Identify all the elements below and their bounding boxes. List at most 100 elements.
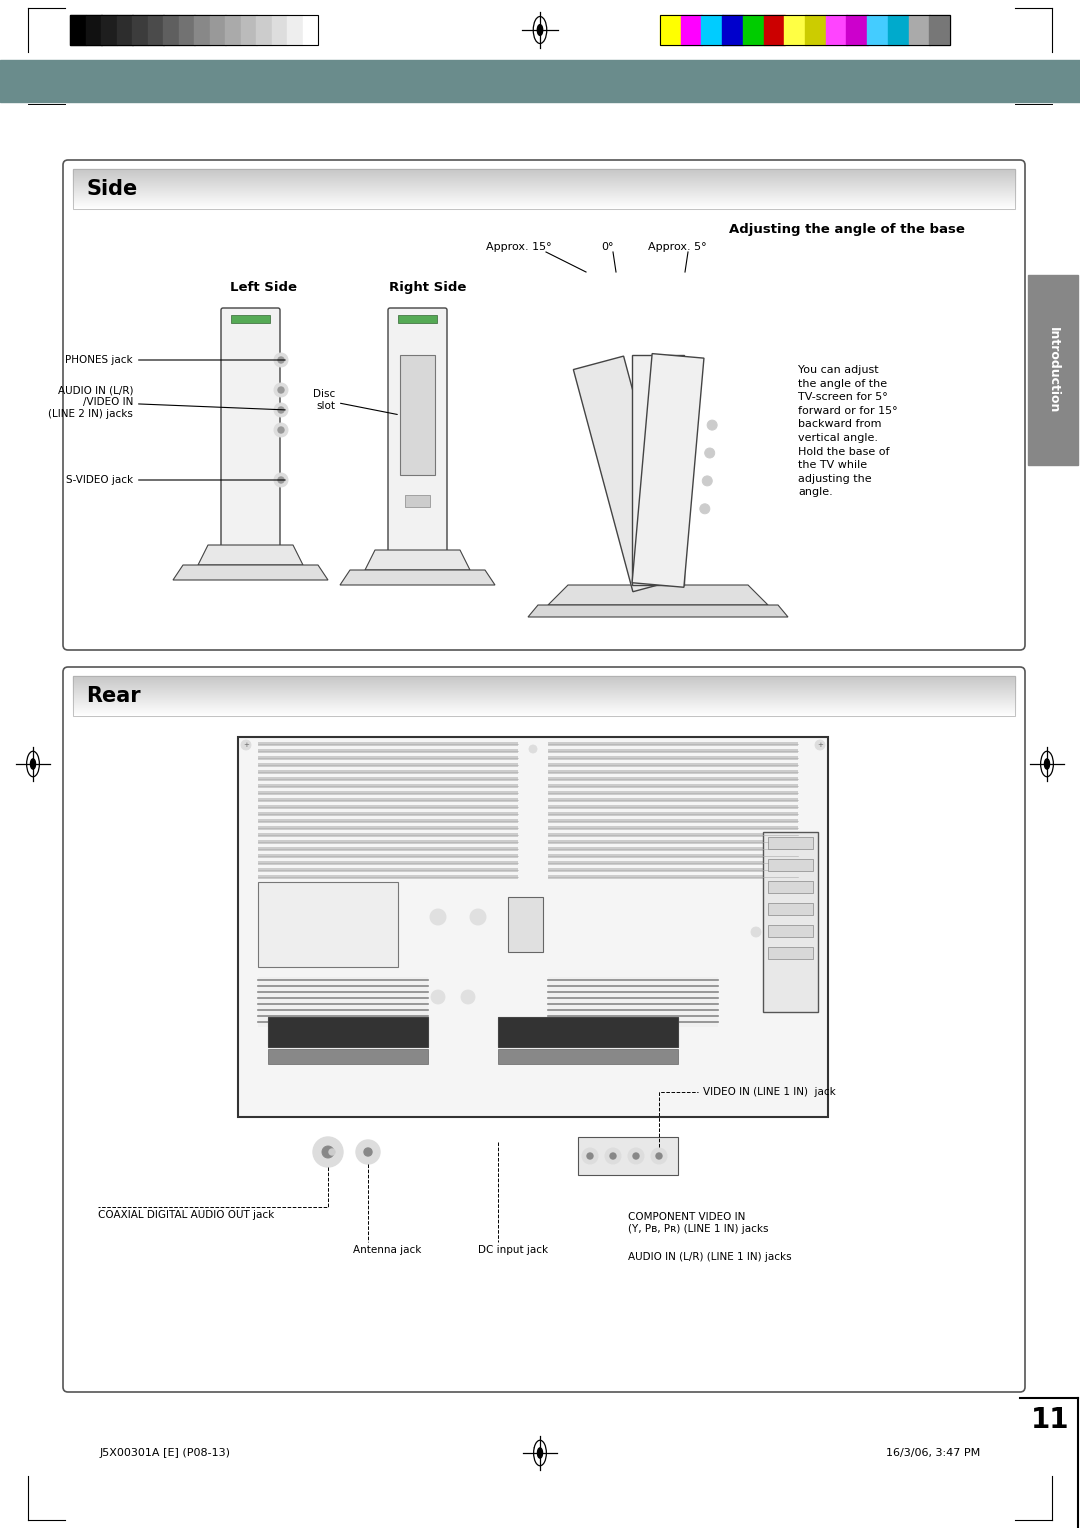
Bar (548, 868, 798, 872)
Circle shape (627, 1148, 644, 1164)
Polygon shape (632, 353, 704, 587)
Bar (680, 15, 702, 44)
Bar (578, 1137, 678, 1175)
Bar (258, 827, 518, 830)
Bar (258, 792, 518, 795)
Polygon shape (632, 354, 684, 585)
Circle shape (700, 504, 710, 513)
Ellipse shape (1044, 759, 1050, 769)
Circle shape (751, 927, 761, 937)
Bar (73, 675, 1015, 717)
Bar (548, 762, 798, 767)
Bar (548, 770, 798, 775)
Ellipse shape (538, 1449, 542, 1458)
Bar (258, 876, 518, 879)
Text: 16/3/06, 3:47 PM: 16/3/06, 3:47 PM (886, 1449, 980, 1458)
Polygon shape (365, 550, 470, 570)
Bar (258, 819, 518, 824)
Circle shape (274, 384, 288, 397)
Text: AUDIO IN (L/R)
/VIDEO IN
(LINE 2 IN) jacks: AUDIO IN (L/R) /VIDEO IN (LINE 2 IN) jac… (49, 385, 285, 419)
Polygon shape (573, 356, 684, 591)
Circle shape (705, 448, 715, 458)
Circle shape (278, 387, 284, 393)
Bar (723, 15, 743, 44)
Text: Rear: Rear (86, 686, 140, 706)
Bar (548, 976, 718, 1027)
Text: Left Side: Left Side (229, 281, 297, 293)
Bar (405, 495, 430, 507)
Circle shape (610, 1154, 616, 1160)
Circle shape (529, 746, 537, 753)
Bar (258, 762, 518, 767)
Bar (498, 1050, 678, 1063)
Bar (768, 903, 813, 915)
Bar (102, 15, 117, 44)
Bar (508, 897, 543, 952)
Bar (258, 868, 518, 872)
Bar (548, 827, 798, 830)
Text: Approx. 5°: Approx. 5° (648, 241, 706, 252)
Bar (258, 976, 428, 1027)
Circle shape (278, 426, 284, 432)
Circle shape (656, 1154, 662, 1160)
Text: J5X00301A [E] (P08-13): J5X00301A [E] (P08-13) (100, 1449, 231, 1458)
Bar (701, 15, 723, 44)
Polygon shape (340, 570, 495, 585)
Bar (847, 15, 867, 44)
FancyBboxPatch shape (63, 160, 1025, 649)
Text: Approx. 15°: Approx. 15° (486, 241, 552, 252)
Bar (268, 1050, 428, 1063)
Bar (178, 15, 194, 44)
Ellipse shape (1041, 752, 1053, 776)
Bar (85, 15, 102, 44)
Bar (163, 15, 179, 44)
Bar (399, 315, 437, 322)
Bar (258, 860, 518, 865)
Bar (73, 170, 1015, 209)
Polygon shape (548, 585, 768, 605)
Circle shape (431, 990, 445, 1004)
Bar (117, 15, 133, 44)
Circle shape (702, 475, 713, 486)
Bar (768, 837, 813, 850)
Bar (762, 833, 818, 1012)
Text: 11: 11 (532, 1447, 548, 1459)
Ellipse shape (538, 24, 543, 35)
Ellipse shape (534, 17, 546, 43)
Text: Introduction: Introduction (1047, 327, 1059, 413)
Text: S-VIDEO jack: S-VIDEO jack (66, 475, 285, 484)
Text: Adjusting the angle of the base: Adjusting the angle of the base (729, 223, 966, 235)
Bar (498, 1018, 678, 1047)
Bar (548, 784, 798, 788)
Bar (258, 756, 518, 759)
Bar (548, 840, 798, 843)
Bar (548, 860, 798, 865)
Circle shape (430, 909, 446, 924)
Circle shape (815, 740, 825, 750)
Circle shape (605, 1148, 621, 1164)
Bar (548, 749, 798, 753)
Bar (548, 876, 798, 879)
Text: You can adjust
the angle of the
TV-screen for 5°
forward or for 15°
backward fro: You can adjust the angle of the TV-scree… (798, 365, 897, 498)
Bar (70, 15, 86, 44)
Polygon shape (528, 605, 788, 617)
Bar (258, 811, 518, 816)
Bar (258, 805, 518, 808)
Circle shape (278, 358, 284, 364)
Circle shape (461, 990, 475, 1004)
FancyBboxPatch shape (388, 309, 447, 552)
Bar (256, 15, 272, 44)
Bar (258, 749, 518, 753)
Bar (888, 15, 909, 44)
Bar (1028, 275, 1078, 465)
Bar (258, 743, 518, 746)
Bar (660, 15, 950, 44)
Bar (271, 15, 287, 44)
Bar (0, 0, 1080, 60)
Text: Antenna jack: Antenna jack (353, 1245, 421, 1254)
Circle shape (588, 1154, 593, 1160)
Bar (210, 15, 226, 44)
Circle shape (278, 406, 284, 413)
Bar (908, 15, 930, 44)
Bar (768, 947, 813, 960)
